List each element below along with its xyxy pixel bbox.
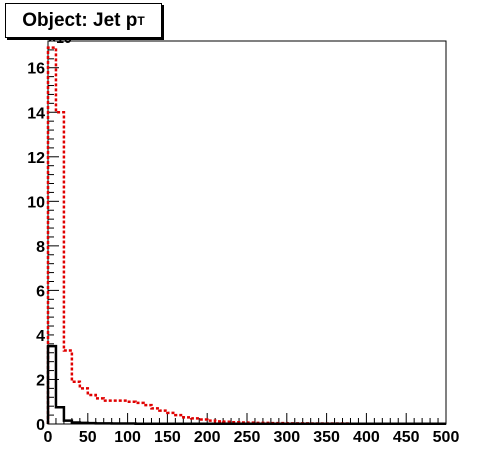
y-tick-label: 2 <box>36 372 45 389</box>
histogram-series-2 <box>46 344 446 426</box>
x-tick-label: 200 <box>194 429 221 446</box>
x-tick-label: 350 <box>313 429 340 446</box>
y-tick-label: 10 <box>27 194 45 211</box>
y-tick-label: 4 <box>36 328 45 345</box>
x-tick-label: 500 <box>433 429 460 446</box>
chart-title-main: Object: Jet p <box>22 9 138 31</box>
axes: 0 50 100 150 200 250 300 350 400 450 500 0 2 4 6 8 10 12 1… <box>27 40 460 446</box>
chart-title-subscript: T <box>137 13 145 28</box>
series-group <box>46 46 446 426</box>
x-tick-label: 100 <box>114 429 141 446</box>
x-tick-label: 50 <box>79 429 97 446</box>
y-tick-label: 14 <box>27 105 45 122</box>
x-tick-label: 150 <box>154 429 181 446</box>
histogram-series-1 <box>46 46 446 426</box>
y-tick-label: 12 <box>27 150 45 167</box>
x-tick-label: 250 <box>234 429 261 446</box>
y-tick-label: 16 <box>27 61 45 78</box>
x-tick-label: 300 <box>273 429 300 446</box>
x-tick-label: 400 <box>353 429 380 446</box>
x-tick-label: 0 <box>44 429 53 446</box>
plot-frame <box>47 40 447 425</box>
y-tick-label: 6 <box>36 283 45 300</box>
y-tick-label: 8 <box>36 239 45 256</box>
y-tick-label: 0 <box>36 417 45 434</box>
x-tick-label: 450 <box>393 429 420 446</box>
